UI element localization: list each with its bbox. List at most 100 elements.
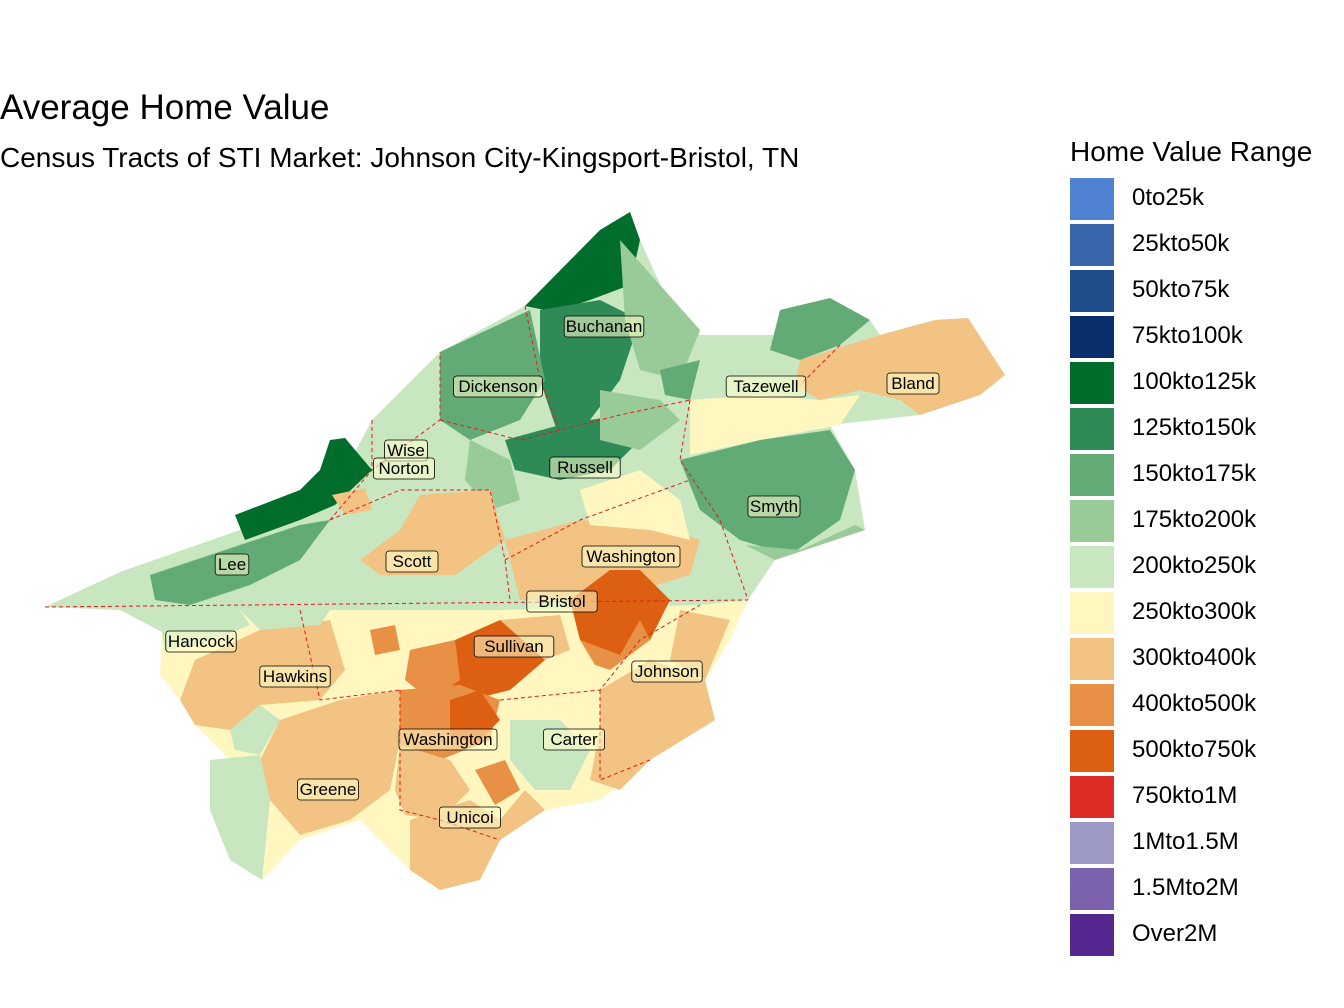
legend-item: 1Mto1.5M	[1070, 820, 1344, 866]
county-label-box	[385, 550, 439, 573]
tract-region	[440, 310, 545, 440]
county-label: Hawkins	[259, 665, 331, 688]
tract-region	[680, 430, 855, 555]
legend-label: 400kto500k	[1132, 690, 1257, 717]
county-label-text: Russell	[557, 458, 613, 477]
county-label-text: Sullivan	[484, 637, 544, 656]
county-label: Dickenson	[453, 375, 543, 398]
county-label-box	[453, 375, 543, 398]
legend-swatch	[1070, 270, 1114, 312]
legend-label: 100kto125k	[1132, 368, 1257, 395]
county-label: Bland	[886, 372, 940, 395]
county-label: Tazewell	[725, 375, 807, 398]
county-label-text: Greene	[300, 780, 357, 799]
legend-swatch	[1070, 638, 1114, 680]
legend-swatch	[1070, 868, 1114, 910]
legend: Home Value Range 0to25k 25kto50k 50kto75k 7…	[1070, 136, 1344, 958]
tract-region	[475, 760, 520, 805]
county-label: Unicoi	[438, 806, 501, 829]
legend-title: Home Value Range	[1070, 136, 1313, 167]
legend-swatch	[1070, 822, 1114, 864]
county-labels: Buchanan Dickenson Tazewell Bland WiseNorton…	[165, 315, 940, 829]
legend-item: 150kto175k	[1070, 452, 1344, 498]
map-subtitle: Census Tracts of STI Market: Johnson Cit…	[0, 142, 800, 173]
legend-swatch	[1070, 776, 1114, 818]
tract-region	[235, 438, 372, 540]
legend-swatch	[1070, 454, 1114, 496]
tract-region	[590, 660, 715, 790]
tract-region	[660, 360, 700, 400]
legend-label: 1.5Mto2M	[1132, 874, 1239, 901]
county-label: Scott	[385, 550, 439, 573]
county-label-box	[165, 630, 237, 653]
legend-label: 50kto75k	[1132, 276, 1230, 303]
county-label-box	[438, 806, 501, 829]
legend-label: 250kto300k	[1132, 598, 1257, 625]
county-label: Bristol	[526, 590, 598, 613]
tract-region	[405, 640, 460, 700]
legend-item: 0to25k	[1070, 176, 1344, 222]
county-label-text: Wise	[387, 441, 425, 460]
county-label-text: Lee	[218, 555, 246, 574]
county-label: Greene	[296, 778, 359, 801]
tract-region	[240, 610, 330, 630]
legend-item: 500kto750k	[1070, 728, 1344, 774]
tract-region	[770, 298, 870, 360]
county-label: Johnson	[631, 660, 703, 683]
tract-region	[745, 525, 865, 560]
legend-swatch	[1070, 178, 1114, 220]
county-label-text: Dickenson	[458, 377, 537, 396]
legend-item: Over2M	[1070, 912, 1344, 958]
county-label-text: Bristol	[538, 592, 585, 611]
county-label: Buchanan	[563, 315, 645, 338]
county-label: Wise	[384, 439, 428, 462]
legend-label: 500kto750k	[1132, 736, 1257, 763]
county-label: Norton	[372, 457, 435, 480]
legend-item: 250kto300k	[1070, 590, 1344, 636]
tract-region	[395, 745, 470, 820]
county-label: Sullivan	[473, 635, 555, 658]
county-label-text: Hancock	[168, 632, 235, 651]
county-label: Hancock	[165, 630, 237, 653]
legend-item: 100kto125k	[1070, 360, 1344, 406]
county-label: Carter	[543, 728, 606, 751]
county-label-box	[296, 778, 359, 801]
county-label-box	[886, 372, 940, 395]
legend-swatch	[1070, 592, 1114, 634]
county-label-text: Bland	[891, 374, 934, 393]
legend-label: 1Mto1.5M	[1132, 828, 1239, 855]
legend-label: 150kto175k	[1132, 460, 1257, 487]
county-label-text: Unicoi	[446, 808, 493, 827]
county-label-text: Washington	[403, 730, 492, 749]
tract-region	[260, 690, 400, 835]
county-label: Washington	[398, 728, 498, 751]
county-label-text: Johnson	[635, 662, 699, 681]
county-label-box	[259, 665, 331, 688]
county-label-box	[549, 456, 621, 479]
legend-item: 50kto75k	[1070, 268, 1344, 314]
tract-polygons	[45, 212, 1005, 890]
county-label-text: Scott	[393, 552, 432, 571]
tract-region	[210, 755, 270, 880]
tract-region	[600, 390, 680, 450]
county-label: Smyth	[747, 495, 801, 518]
tract-region	[580, 620, 650, 670]
tract-region	[332, 488, 372, 515]
legend-label: 0to25k	[1132, 184, 1205, 211]
map-title: Average Home Value	[0, 88, 330, 127]
tract-region	[370, 625, 400, 655]
choropleth-map: Buchanan Dickenson Tazewell Bland WiseNorton…	[44, 212, 1005, 890]
county-label-text: Norton	[378, 459, 429, 478]
legend-item: 25kto50k	[1070, 222, 1344, 268]
legend-item: 200kto250k	[1070, 544, 1344, 590]
tract-region	[525, 212, 640, 312]
county-label-box	[581, 545, 681, 568]
legend-swatch	[1070, 914, 1114, 956]
legend-swatch	[1070, 362, 1114, 404]
legend-label: 200kto250k	[1132, 552, 1257, 579]
legend-item: 750kto1M	[1070, 774, 1344, 820]
tract-region	[690, 395, 860, 455]
legend-label: 175kto200k	[1132, 506, 1257, 533]
legend-label: 75kto100k	[1132, 322, 1243, 349]
tract-region	[230, 705, 280, 755]
